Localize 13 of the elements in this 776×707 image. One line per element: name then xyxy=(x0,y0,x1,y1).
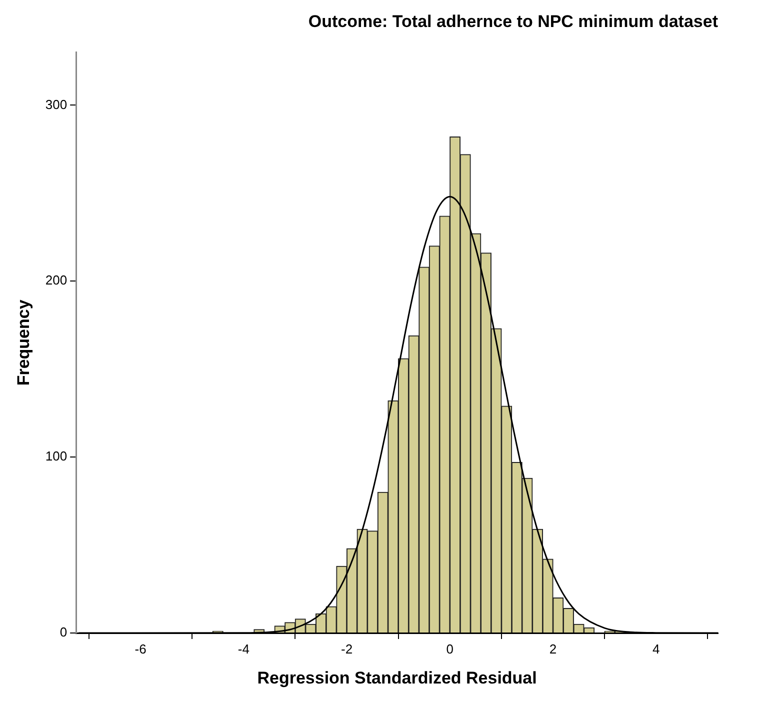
x-axis-title: Regression Standardized Residual xyxy=(257,668,537,688)
x-tick-label: -2 xyxy=(340,641,353,656)
y-tick-label: 0 xyxy=(60,624,68,640)
x-tick-label: 0 xyxy=(446,641,454,656)
y-tick-label: 200 xyxy=(45,272,68,288)
y-axis-title: Frequency xyxy=(14,299,33,386)
x-tick-label: -4 xyxy=(238,641,250,656)
chart-title: Outcome: Total adhernce to NPC minimum dataset xyxy=(308,12,718,31)
x-tick-label: 4 xyxy=(652,641,660,656)
x-tick-label: 2 xyxy=(549,641,557,656)
y-tick-label: 100 xyxy=(45,448,68,464)
x-tick-label: -6 xyxy=(134,641,146,656)
y-tick-label: 300 xyxy=(45,96,68,112)
